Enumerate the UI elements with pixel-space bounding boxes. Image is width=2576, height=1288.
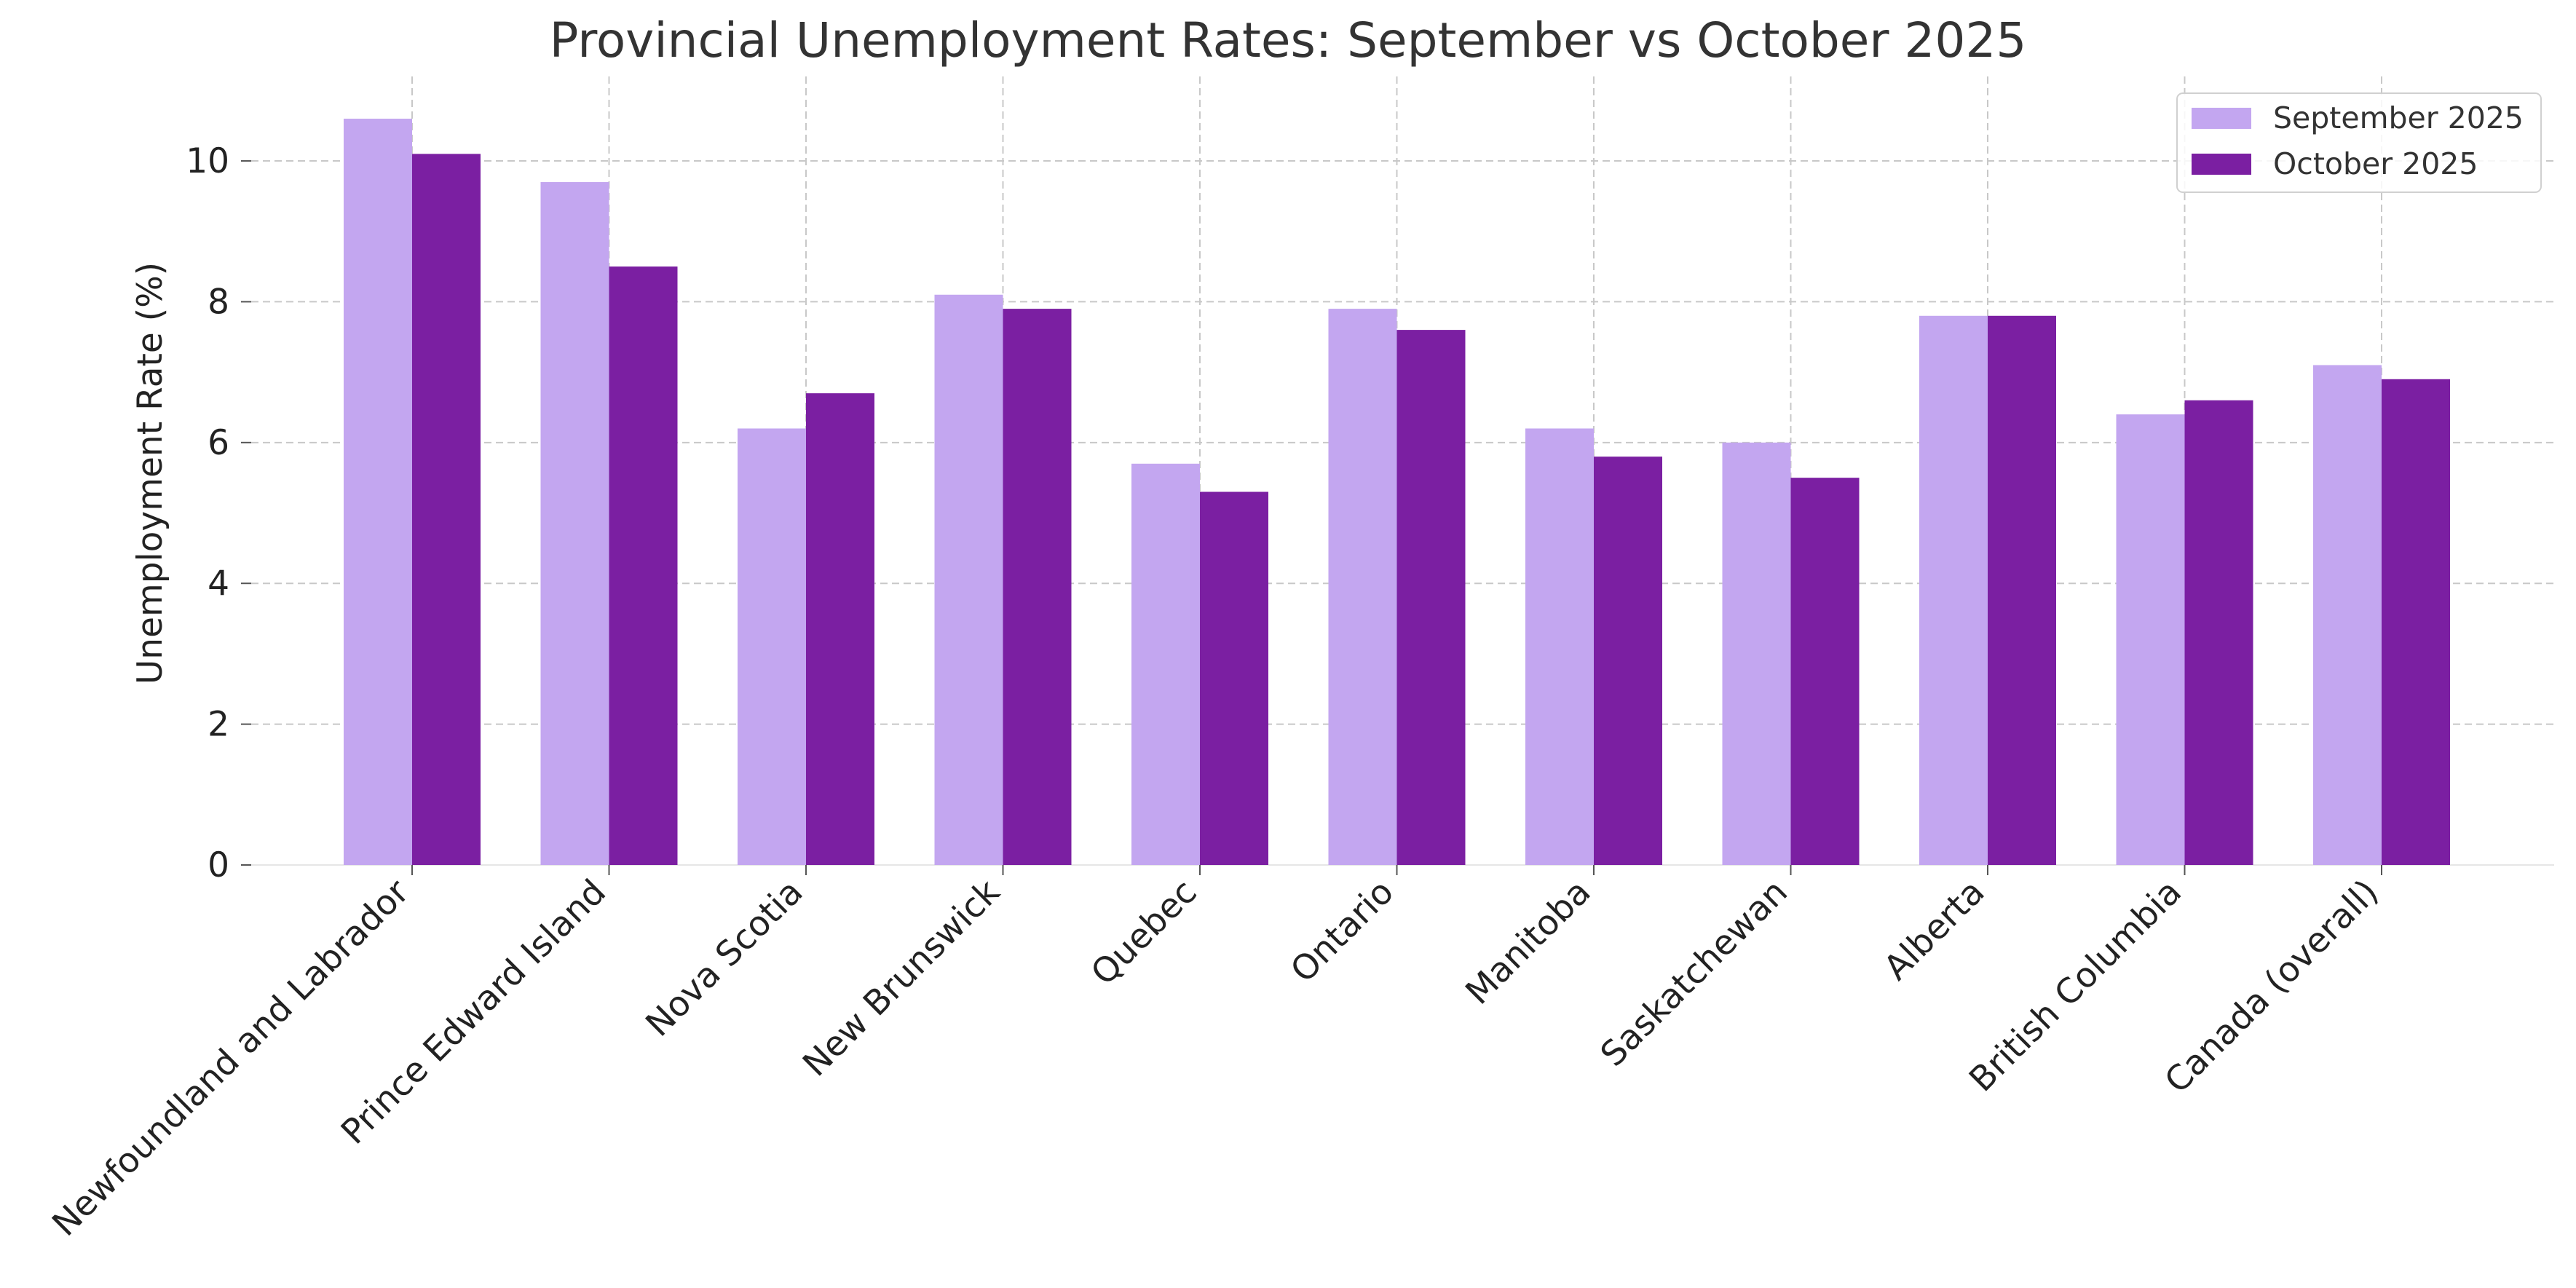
bar-september <box>1525 428 1594 865</box>
bar-october <box>2184 400 2253 865</box>
bar-october <box>1003 309 1072 865</box>
bar-september <box>1722 442 1791 865</box>
legend-label: September 2025 <box>2273 100 2524 135</box>
bar-september <box>540 182 609 865</box>
bar-october <box>1200 491 1268 865</box>
bar-october <box>1594 457 1662 865</box>
bar-september <box>2313 365 2382 866</box>
bar-october <box>1988 315 2056 866</box>
bar-september <box>1919 315 1988 866</box>
y-tick-label: 0 <box>208 845 229 885</box>
legend-label: October 2025 <box>2273 146 2478 181</box>
y-tick-label: 4 <box>208 564 229 604</box>
x-tick-label: Newfoundland and Labrador <box>44 872 417 1244</box>
bar-september <box>738 428 806 865</box>
y-tick-label: 6 <box>208 423 229 463</box>
bar-october <box>1396 330 1466 865</box>
legend: September 2025 October 2025 <box>2176 92 2542 193</box>
x-tick-label: Alberta <box>1876 872 1992 988</box>
legend-swatch <box>2192 154 2251 175</box>
y-tick-label: 8 <box>208 282 229 322</box>
x-tick-label: Nova Scotia <box>638 872 810 1045</box>
y-tick-label: 2 <box>208 705 229 745</box>
bar-september <box>344 119 412 866</box>
bar-october <box>806 393 874 865</box>
x-tick-label: Ontario <box>1283 872 1402 991</box>
y-axis-ticks: 0 2 4 6 8 10 <box>186 141 251 885</box>
x-tick-label: Manitoba <box>1458 872 1598 1013</box>
y-tick-label: 10 <box>186 141 229 181</box>
bar-september <box>1328 309 1397 865</box>
bar-september <box>934 294 1003 866</box>
bar-september <box>1131 463 1200 865</box>
bar-october <box>609 266 678 866</box>
y-axis-label: Unemployment Rate (%) <box>130 262 170 684</box>
bars <box>344 119 2450 866</box>
bar-september <box>2116 414 2185 865</box>
legend-swatch <box>2192 108 2251 129</box>
chart-title: Provincial Unemployment Rates: September… <box>550 12 2027 68</box>
x-tick-label: British Columbia <box>1961 872 2189 1100</box>
x-tick-label: Canada (overall) <box>2157 872 2387 1102</box>
x-tick-label: Saskatchewan <box>1593 872 1795 1075</box>
legend-box <box>2176 92 2542 193</box>
bar-october <box>2382 379 2450 865</box>
bar-october <box>412 154 481 865</box>
x-tick-label: Quebec <box>1083 872 1204 993</box>
bar-october <box>1790 478 1860 865</box>
x-tick-label: New Brunswick <box>795 872 1008 1084</box>
